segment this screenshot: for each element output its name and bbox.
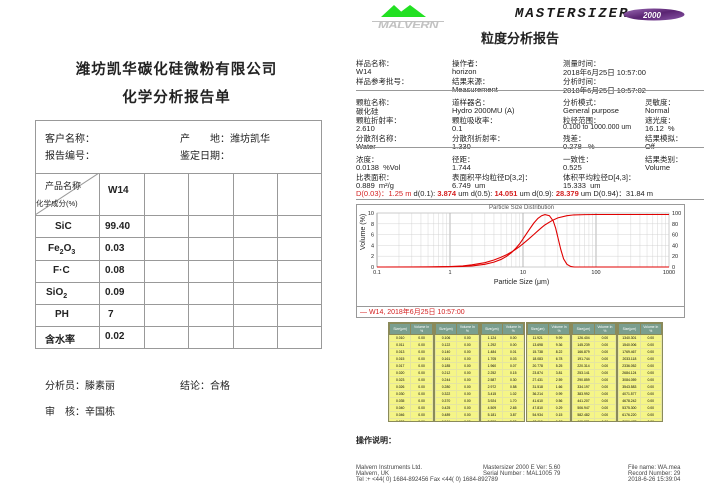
svg-text:100: 100 — [591, 270, 600, 276]
svg-text:80: 80 — [672, 222, 678, 228]
svg-text:2: 2 — [371, 254, 374, 260]
svg-text:0: 0 — [672, 265, 675, 271]
svg-text:8: 8 — [371, 222, 374, 228]
svg-text:0: 0 — [371, 265, 374, 271]
svg-text:4: 4 — [371, 243, 374, 249]
svg-text:20: 20 — [672, 254, 678, 260]
svg-text:10: 10 — [520, 270, 526, 276]
svg-text:60: 60 — [672, 233, 678, 239]
svg-text:2000: 2000 — [642, 11, 661, 20]
svg-text:1: 1 — [448, 270, 451, 276]
svg-text:0.1: 0.1 — [373, 270, 381, 276]
svg-text:10: 10 — [368, 211, 374, 217]
svg-text:6: 6 — [371, 233, 374, 239]
svg-text:40: 40 — [672, 243, 678, 249]
svg-text:100: 100 — [672, 211, 681, 217]
